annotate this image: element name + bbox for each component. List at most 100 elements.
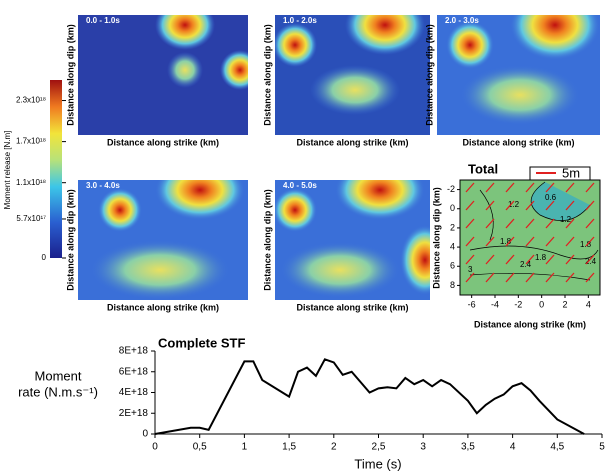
panel-title: 3.0 - 4.0s: [86, 181, 120, 190]
slip-arrow: [545, 254, 555, 265]
slip-arrow: [485, 236, 495, 247]
contour-label: 2.4: [585, 257, 597, 266]
x-axis-label: Distance along strike (km): [107, 137, 219, 147]
slip-arrow: [545, 272, 555, 283]
slip-arrow: [585, 218, 595, 229]
x-tick-label: 2: [331, 442, 337, 453]
y-axis-label: Distance along dip (km): [424, 24, 434, 126]
stf-line: [154, 358, 585, 435]
y-tick-label: 8E+18: [119, 346, 149, 357]
y-axis-label: rate (N.m.s⁻¹): [18, 384, 98, 399]
slip-arrow: [505, 272, 515, 283]
contour-label: 1.8: [535, 253, 547, 262]
colorbar-tick-label: 2.3x10¹⁸: [16, 96, 46, 105]
x-tick-label: 4: [510, 442, 516, 453]
slip-arrow: [505, 236, 515, 247]
x-tick-label: 5: [599, 442, 605, 453]
slip-arrow: [505, 182, 515, 193]
x-tick-label: 1: [242, 442, 248, 453]
x-tick-label: 1,5: [282, 442, 296, 453]
x-tick-label: -6: [468, 299, 476, 309]
y-axis-label: Distance along dip (km): [431, 187, 441, 289]
y-tick-label: 0: [450, 203, 455, 213]
slip-arrow: [565, 254, 575, 265]
contour: [469, 245, 599, 260]
slip-arrow: [505, 254, 515, 265]
colorbar-tick-label: 5.7x10¹⁷: [16, 214, 46, 223]
x-axis-label: Distance along strike (km): [474, 319, 586, 329]
y-tick-label: 2: [450, 222, 455, 232]
contour-label: 1.8: [580, 240, 592, 249]
heatmap: [78, 180, 248, 300]
slip-arrow: [485, 200, 495, 211]
slip-arrow: [565, 182, 575, 193]
x-tick-label: 4,5: [550, 442, 564, 453]
contour-label: 1.8: [500, 237, 512, 246]
y-tick-label: 0: [142, 429, 148, 440]
colorbar-tick-label: 0: [42, 253, 47, 262]
slip-arrow: [465, 236, 475, 247]
heatmap: [437, 15, 600, 135]
slip-arrow: [465, 182, 475, 193]
slip-arrow: [545, 182, 555, 193]
contour: [479, 189, 494, 241]
slip-arrow: [465, 218, 475, 229]
x-tick-label: -4: [491, 299, 499, 309]
x-axis-label: Distance along strike (km): [296, 137, 408, 147]
contour: [469, 272, 591, 281]
slip-arrow: [585, 200, 595, 211]
x-tick-label: 3,5: [461, 442, 475, 453]
colorbar-tick-label: 1.7x10¹⁸: [16, 137, 46, 146]
panel-title: 4.0 - 5.0s: [283, 181, 317, 190]
slip-arrow: [565, 272, 575, 283]
slip-arrow: [485, 272, 495, 283]
contour-label: 1.2: [508, 200, 520, 209]
slip-arrow: [525, 236, 535, 247]
y-tick-label: 4E+18: [119, 387, 149, 398]
slip-arrow: [585, 272, 595, 283]
slip-arrow: [565, 200, 575, 211]
y-axis-label: Distance along dip (km): [262, 189, 272, 291]
contour-label: 2.4: [520, 260, 532, 269]
y-axis-label: Distance along dip (km): [65, 24, 75, 126]
x-tick-label: 0: [539, 299, 544, 309]
y-tick-label: 4: [450, 241, 455, 251]
contour-label: 0.6: [545, 193, 557, 202]
slip-arrow: [525, 182, 535, 193]
x-axis-label: Distance along strike (km): [296, 302, 408, 312]
colorbar-label: Moment release [N.m]: [3, 131, 12, 210]
slip-arrow: [505, 200, 515, 211]
y-tick-label: 2E+18: [119, 408, 149, 419]
y-axis-label: Moment: [35, 368, 82, 383]
heatmap: [275, 15, 430, 135]
slip-arrow: [545, 218, 555, 229]
slip-arrow: [545, 200, 555, 211]
slip-arrow: [525, 272, 535, 283]
colorbar: [50, 80, 62, 258]
x-axis-label: Time (s): [354, 456, 401, 471]
slip-arrow: [505, 218, 515, 229]
x-tick-label: 2,5: [372, 442, 386, 453]
slip-arrow: [565, 218, 575, 229]
slip-arrow: [525, 254, 535, 265]
x-tick-label: 4: [586, 299, 591, 309]
x-tick-label: -2: [514, 299, 522, 309]
y-tick-label: 6E+18: [119, 366, 149, 377]
x-tick-label: 0: [152, 442, 158, 453]
slip-arrow: [565, 236, 575, 247]
y-axis-label: Distance along dip (km): [262, 24, 272, 126]
legend-box: [529, 166, 591, 181]
slip-arrow: [485, 218, 495, 229]
x-tick-label: 3: [420, 442, 426, 453]
panel-title: 2.0 - 3.0s: [445, 16, 479, 25]
y-axis-label: Distance along dip (km): [65, 189, 75, 291]
x-axis-label: Distance along strike (km): [107, 302, 219, 312]
x-tick-label: 2: [562, 299, 567, 309]
slip-arrow: [545, 236, 555, 247]
slip-arrow: [485, 254, 495, 265]
panel-title: 0.0 - 1.0s: [86, 16, 120, 25]
slip-arrow: [585, 236, 595, 247]
total-title: Total: [468, 161, 498, 176]
heatmap: [78, 15, 248, 135]
